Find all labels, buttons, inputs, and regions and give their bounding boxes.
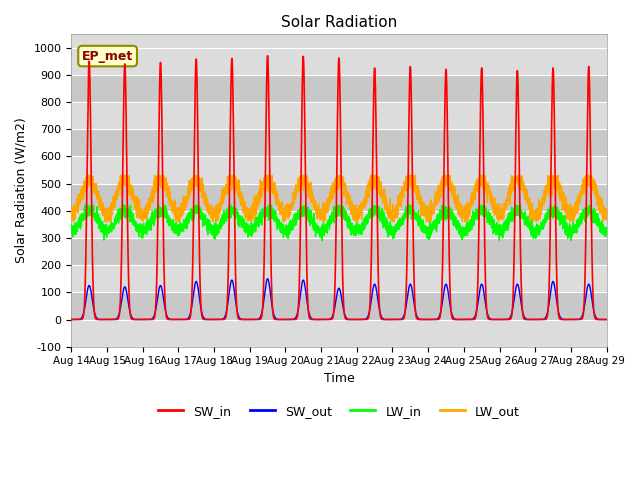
- Legend: SW_in, SW_out, LW_in, LW_out: SW_in, SW_out, LW_in, LW_out: [153, 400, 525, 423]
- Bar: [71, 156, 607, 183]
- Bar: [71, 183, 607, 211]
- Y-axis label: Solar Radiation (W/m2): Solar Radiation (W/m2): [15, 118, 28, 263]
- Bar: [71, 211, 607, 238]
- Bar: [71, 265, 607, 292]
- Title: Solar Radiation: Solar Radiation: [281, 15, 397, 30]
- Bar: [71, 48, 607, 75]
- Bar: [71, 102, 607, 129]
- Bar: [71, 292, 607, 320]
- Bar: [71, 75, 607, 102]
- Bar: [71, 238, 607, 265]
- Text: EP_met: EP_met: [82, 49, 133, 62]
- X-axis label: Time: Time: [324, 372, 355, 385]
- Bar: [71, 320, 607, 347]
- Bar: [71, 129, 607, 156]
